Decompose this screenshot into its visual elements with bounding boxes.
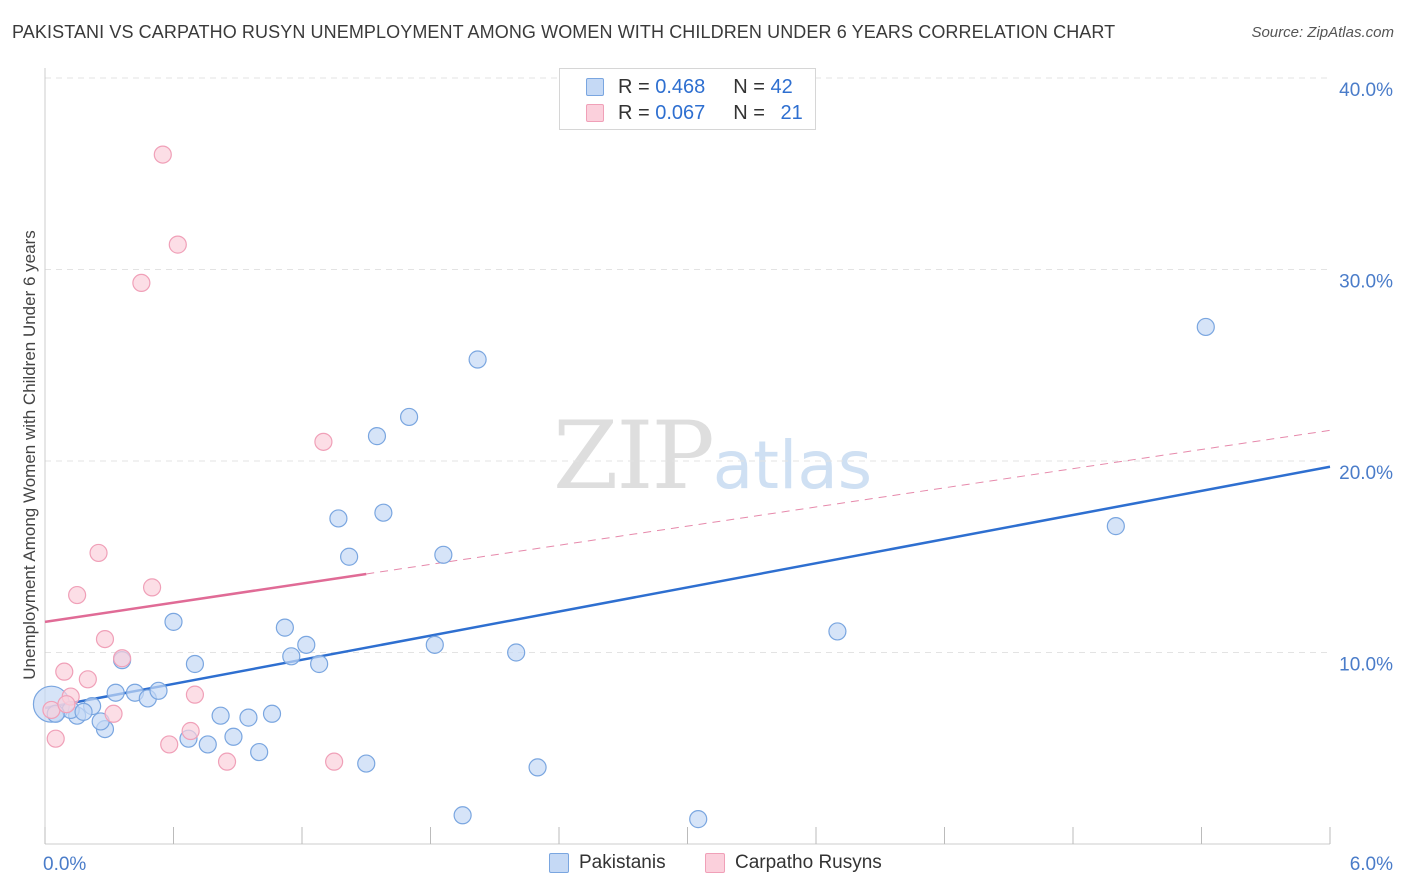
carpatho-rusyn-point <box>181 721 200 741</box>
pakistanis-point <box>275 618 294 637</box>
carpatho-rusyn-point <box>78 670 97 689</box>
pakistanis-point <box>198 735 217 754</box>
series-legend: Pakistanis Carpatho Rusyns <box>0 852 1406 878</box>
legend-r-label: R = <box>618 101 656 124</box>
pakistanis-point <box>453 806 472 825</box>
carpatho-rusyn-point <box>95 629 115 649</box>
pakistanis-point <box>224 727 243 746</box>
y-axis-label: Unemployment Among Women with Children U… <box>20 230 39 679</box>
pakistanis-point <box>425 635 444 654</box>
x-tick-label: 0.0% <box>43 854 86 875</box>
pakistanis-point <box>374 503 393 522</box>
axis-labels: 10.0% 20.0% 30.0% 40.0% 0.0% 6.0% Unemployment… <box>20 80 1393 875</box>
carpatho-rusyn-point <box>160 735 179 754</box>
pakistanis-point <box>689 810 708 829</box>
y-tick-label: 30.0% <box>1339 272 1393 293</box>
pakistanis-point <box>74 702 93 721</box>
pakistanis-point <box>149 681 168 700</box>
carpatho-rusyn-point <box>153 145 172 164</box>
grid-lines <box>45 77 1330 653</box>
legend-item-carpatho-rusyns: Carpatho Rusyns <box>705 852 882 874</box>
trend-lines <box>44 429 1331 710</box>
legend-label-pakistanis: Pakistanis <box>579 852 666 873</box>
pakistanis-point <box>340 547 359 566</box>
pakistanis-point <box>528 758 547 777</box>
legend-swatch-pakistanis <box>549 853 569 873</box>
carpatho-rusyn-point <box>104 704 123 723</box>
pakistanis-point <box>468 350 487 369</box>
pakistanis-point <box>106 683 125 702</box>
carpatho-rusyn-point <box>185 685 205 704</box>
y-tick-label: 40.0% <box>1339 80 1393 101</box>
pakistanis-point <box>164 612 183 631</box>
legend-row-pakistanis: R = 0.468 N = 42 <box>586 74 793 100</box>
pakistanis-point <box>1196 317 1215 337</box>
pakistanis-point <box>282 647 301 666</box>
watermark-zip: ZIP <box>553 402 715 511</box>
y-tick-label: 10.0% <box>1339 655 1393 676</box>
carpatho-rusyn-point <box>46 729 65 748</box>
pakistanis-point <box>185 654 205 674</box>
legend-swatch-carpatho-rusyns <box>705 853 725 873</box>
carpatho-rusyn-point <box>168 235 187 254</box>
carpatho-rusyn-point <box>89 543 108 563</box>
pakistanis-point <box>507 643 526 662</box>
legend-r-value: 0.468 <box>655 75 706 98</box>
legend-n-label: N = <box>733 75 771 98</box>
carpatho-rusyn-point <box>55 662 74 681</box>
data-points <box>32 145 1215 829</box>
carpatho-rusyn-point <box>142 578 162 597</box>
carpatho-rusyn-point <box>217 752 237 771</box>
carpatho-rusyn-point <box>112 649 132 668</box>
pakistanis-point <box>211 706 230 725</box>
legend-r-value: 0.067 <box>655 101 706 124</box>
legend-item-pakistanis: Pakistanis <box>549 852 666 874</box>
legend-swatch-carpatho-rusyns <box>586 104 604 122</box>
legend-n-label: N = <box>733 101 771 124</box>
chart-title: PAKISTANI VS CARPATHO RUSYN UNEMPLOYMENT… <box>12 22 1116 42</box>
pakistanis-point <box>357 754 376 773</box>
source-label: Source: ZipAtlas.com <box>1251 24 1394 41</box>
y-tick-label: 20.0% <box>1339 463 1393 484</box>
pakistanis-point <box>1106 517 1125 536</box>
x-tick-label: 6.0% <box>1350 854 1393 875</box>
carpatho-rusyn-point <box>68 585 87 605</box>
pakistanis-point <box>399 407 419 427</box>
legend-swatch-pakistanis <box>586 78 604 96</box>
legend-label-carpatho-rusyns: Carpatho Rusyns <box>735 852 882 873</box>
pakistanis-trend-line <box>44 465 1331 710</box>
carpatho-rusyn-point <box>132 273 151 293</box>
carpatho-rusyn-point <box>57 695 76 714</box>
pakistanis-point <box>262 704 282 723</box>
carpatho-rusyn-point <box>314 432 333 451</box>
axes <box>44 68 1331 845</box>
watermark: ZIPatlas <box>553 402 872 511</box>
legend-row-carpatho-rusyns: R = 0.067 N = 21 <box>586 100 803 126</box>
pakistanis-point <box>367 427 387 446</box>
pakistanis-point <box>297 635 316 654</box>
carpatho-rusyn-trend-line <box>44 572 367 624</box>
correlation-legend: R = 0.468 N = 42 R = 0.067 N = 21 <box>559 68 816 130</box>
carpatho-rusyn-trend-extension <box>366 429 1331 575</box>
carpatho-rusyn-point <box>325 752 344 771</box>
pakistanis-point <box>434 545 453 564</box>
legend-n-value: 21 <box>780 101 803 124</box>
watermark-atlas: atlas <box>712 427 873 504</box>
legend-r-label: R = <box>618 75 656 98</box>
pakistanis-point <box>310 654 329 674</box>
legend-n-value: 42 <box>770 75 793 98</box>
pakistanis-point <box>250 742 269 762</box>
pakistanis-point <box>828 622 847 641</box>
pakistanis-point <box>329 509 348 528</box>
pakistanis-point <box>239 708 258 727</box>
